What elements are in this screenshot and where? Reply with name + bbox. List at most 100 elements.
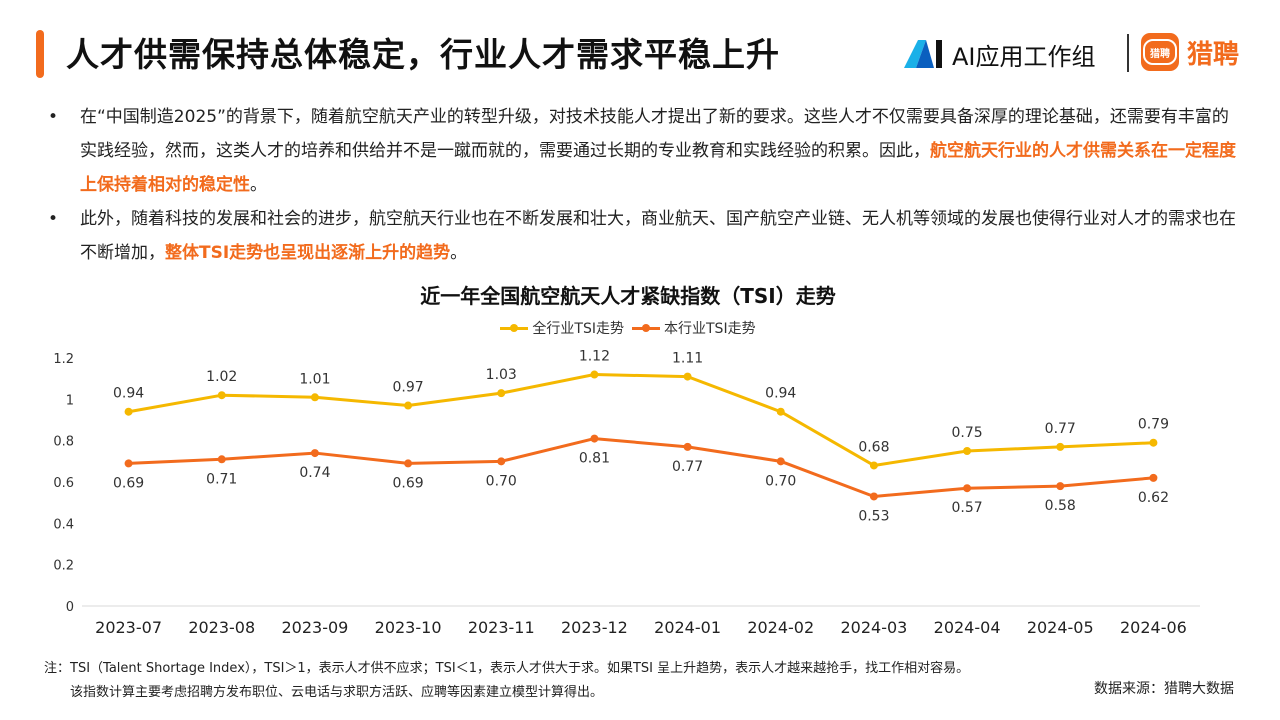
y-tick-label: 0.8 [53,435,74,450]
data-label: 0.62 [1138,490,1169,506]
data-point [497,457,506,466]
title-accent-bar [36,30,44,78]
bullet-item: • 在“中国制造2025”的背景下，随着航空航天产业的转型升级，对技术技能人才提… [44,100,1244,202]
x-tick-label: 2023-08 [188,618,255,637]
data-label: 0.77 [672,459,703,475]
liepin-badge-text: 猎聘 [1143,39,1177,65]
data-label: 1.01 [299,371,330,387]
data-label: 0.69 [392,475,423,491]
data-point [869,461,878,470]
liepin-logo: 猎聘 猎聘 [1141,33,1239,71]
x-tick-label: 2024-05 [1027,618,1094,637]
data-label: 0.69 [113,475,144,491]
y-tick-label: 0.6 [53,476,74,491]
data-point [963,447,972,455]
ai-logo-icon [904,40,942,68]
data-point [124,407,133,416]
data-label: 1.12 [579,349,610,365]
bullet-text: 在“中国制造2025”的背景下，随着航空航天产业的转型升级，对技术技能人才提出了… [80,107,1229,161]
bullet-text: 此外，随着科技的发展和社会的进步，航空航天行业也在不断发展和壮大，商业航天、国产… [80,209,1236,263]
footnote: 注：TSI（Talent Shortage Index），TSI＞1，表示人才供… [44,657,969,705]
x-tick-label: 2023-09 [281,618,348,637]
data-point [869,492,878,501]
x-tick-label: 2024-01 [654,618,721,637]
data-point [310,393,319,402]
legend-item-this-industry: 本行业TSI走势 [632,318,756,338]
bullet-highlight: 整体TSI走势也呈现出逐渐上升的趋势 [165,243,451,263]
data-label: 0.74 [299,465,330,481]
data-label: 0.97 [392,380,423,396]
footnote-line-2: 该指数计算主要考虑招聘方发布职位、云电话与求职方活跃、应聘等因素建立模型计算得出… [70,685,604,700]
data-point [310,449,319,458]
data-point [683,372,692,381]
x-tick-label: 2023-12 [561,618,628,637]
bullet-item: • 此外，随着科技的发展和社会的进步，航空航天行业也在不断发展和壮大，商业航天、… [44,202,1244,270]
ai-group-logo: AI应用工作组 [902,34,1096,74]
x-tick-label: 2023-11 [468,618,535,637]
data-label: 0.81 [579,451,610,467]
bullet-marker: • [48,209,59,229]
y-tick-label: 0.4 [53,517,74,532]
series-line [128,373,1154,467]
data-point [404,459,413,468]
data-point [404,401,413,410]
x-tick-label: 2024-02 [747,618,814,637]
data-label: 0.77 [1045,421,1076,437]
liepin-badge-icon: 猎聘 [1141,33,1179,71]
data-point [1149,473,1158,482]
legend-label: 本行业TSI走势 [664,321,756,337]
x-tick-label: 2023-07 [95,618,162,637]
liepin-logo-text: 猎聘 [1187,39,1240,70]
series-line [128,437,1154,498]
x-tick-label: 2024-04 [934,618,1001,637]
bullet-tail: 。 [250,175,267,195]
y-tick-label: 1 [66,393,74,408]
chart-legend: 全行业TSI走势 本行业TSI走势 [0,318,1256,338]
logo-divider [1127,34,1129,72]
legend-item-all-industry: 全行业TSI走势 [500,318,624,338]
x-tick-label: 2024-03 [840,618,907,637]
bullet-list: • 在“中国制造2025”的背景下，随着航空航天产业的转型升级，对技术技能人才提… [44,100,1244,270]
data-point [497,389,506,398]
legend-swatch-icon [500,321,529,335]
data-label: 0.68 [858,439,889,455]
y-tick-label: 0.2 [53,559,74,574]
data-point [1149,438,1158,447]
data-point [124,459,133,468]
data-label: 0.94 [765,386,796,402]
ai-group-logo-text: AI应用工作组 [952,42,1096,71]
data-point [776,407,785,416]
data-label: 0.79 [1138,417,1169,433]
data-label: 1.03 [486,367,517,383]
data-label: 0.70 [765,473,796,489]
data-source: 数据来源：猎聘大数据 [1094,681,1234,697]
y-tick-label: 0 [66,600,74,615]
bullet-tail: 。 [450,243,468,263]
data-label: 1.02 [206,369,237,385]
data-point [1056,482,1065,491]
bullet-highlight: 航空航天行业的人才供需关系在一定程度上保持着相对的稳定性 [80,141,1236,195]
legend-label: 全行业TSI走势 [532,321,624,337]
data-label: 0.70 [486,473,517,489]
bullet-marker: • [48,107,59,127]
data-point [683,442,692,451]
data-point [1056,442,1065,451]
data-point [963,484,972,493]
data-point [590,370,599,379]
legend-swatch-icon [632,321,660,335]
footnote-line-1: 注：TSI（Talent Shortage Index），TSI＞1，表示人才供… [44,661,970,676]
data-point [217,455,226,464]
x-tick-label: 2024-06 [1120,618,1187,637]
data-label: 0.71 [206,471,237,487]
x-tick-label: 2023-10 [375,618,442,637]
data-label: 1.11 [672,351,703,367]
data-label: 0.53 [858,508,889,524]
data-label: 0.58 [1045,498,1076,514]
data-point [776,457,785,466]
page-title: 人才供需保持总体稳定，行业人才需求平稳上升 [66,35,780,74]
data-point [217,391,226,400]
data-point [590,434,599,443]
y-tick-label: 1.2 [53,352,74,367]
data-label: 0.94 [113,386,144,402]
